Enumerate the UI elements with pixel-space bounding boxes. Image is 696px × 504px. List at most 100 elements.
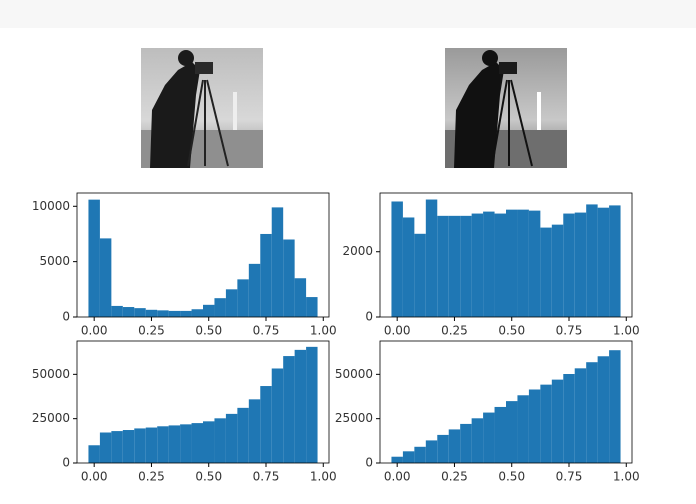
histogram-bar bbox=[123, 430, 134, 463]
histogram-bar bbox=[295, 350, 306, 463]
histogram-bar bbox=[237, 408, 248, 463]
histogram-bar bbox=[449, 429, 460, 463]
histogram-bar bbox=[552, 225, 563, 317]
histogram-bar bbox=[134, 308, 145, 317]
y-tick-label: 0 bbox=[62, 310, 70, 324]
histogram-bar bbox=[540, 385, 551, 463]
x-tick-label: 0.75 bbox=[556, 470, 583, 484]
histogram-bar bbox=[203, 305, 214, 317]
histogram-bar bbox=[157, 426, 168, 463]
histogram-bar bbox=[575, 213, 586, 317]
histogram-bar bbox=[506, 401, 517, 463]
page: 0.00 0.25 0.50 0.75 1.00 0 5000 10000 0.00 0.25 0.… bbox=[0, 0, 696, 504]
histogram-bar bbox=[437, 216, 448, 317]
histogram-bar bbox=[295, 278, 306, 317]
histogram-bar bbox=[100, 433, 111, 464]
histogram-bar bbox=[517, 395, 528, 463]
x-tick-label: 0.75 bbox=[253, 470, 280, 484]
histogram-bar bbox=[437, 435, 448, 463]
x-tick-label: 1.00 bbox=[310, 324, 337, 338]
histogram-bar bbox=[306, 297, 317, 317]
histogram-bar bbox=[180, 311, 191, 317]
histogram-bar bbox=[146, 428, 157, 463]
histogram-bar bbox=[272, 207, 283, 317]
histogram-bar bbox=[575, 368, 586, 463]
top-strip bbox=[0, 0, 696, 28]
histogram-bar bbox=[460, 424, 471, 463]
histogram-bar bbox=[552, 380, 563, 463]
x-tick-label: 0.00 bbox=[81, 470, 108, 484]
y-tick-label: 0 bbox=[62, 456, 70, 470]
histogram-bar bbox=[483, 212, 494, 317]
histogram-bar bbox=[563, 214, 574, 317]
y-tick-label: 25000 bbox=[335, 411, 373, 425]
histogram-bar bbox=[111, 431, 122, 463]
histogram-bar bbox=[529, 389, 540, 463]
histogram-bar bbox=[192, 423, 203, 463]
histogram-bar bbox=[283, 356, 294, 463]
x-tick-label: 0.00 bbox=[81, 324, 108, 338]
histogram-bar bbox=[460, 216, 471, 317]
x-tick-label: 0.50 bbox=[195, 324, 222, 338]
histogram-bar bbox=[506, 210, 517, 317]
x-tick-label: 0.50 bbox=[498, 470, 525, 484]
histogram-bar bbox=[391, 201, 402, 317]
histogram-bar bbox=[609, 205, 620, 317]
histogram-bar bbox=[403, 217, 414, 317]
histogram-bar bbox=[214, 298, 225, 317]
histogram-bar bbox=[237, 279, 248, 317]
histogram-bar bbox=[586, 204, 597, 317]
histogram-bar bbox=[214, 418, 225, 463]
histogram-bar bbox=[169, 311, 180, 317]
x-tick-label: 1.00 bbox=[310, 470, 337, 484]
histogram-bar bbox=[249, 264, 260, 317]
histogram-bar bbox=[426, 200, 437, 317]
histogram-bar bbox=[123, 307, 134, 317]
histogram-bar bbox=[134, 428, 145, 463]
histogram-bar bbox=[414, 447, 425, 463]
y-tick-label: 0 bbox=[365, 456, 373, 470]
histogram-bar bbox=[260, 386, 271, 463]
histogram-bar bbox=[192, 309, 203, 317]
histogram-bar bbox=[426, 440, 437, 463]
histogram-bar bbox=[88, 200, 99, 317]
histogram-bar bbox=[563, 374, 574, 463]
x-tick-label: 0.50 bbox=[498, 324, 525, 338]
histogram-bar bbox=[540, 228, 551, 317]
histogram-bar bbox=[226, 414, 237, 463]
histogram-bar bbox=[180, 424, 191, 463]
x-tick-label: 0.25 bbox=[441, 324, 468, 338]
histogram-bar bbox=[609, 350, 620, 463]
histogram-bar bbox=[146, 310, 157, 317]
histogram-bar bbox=[306, 347, 317, 463]
histogram-bar bbox=[483, 413, 494, 463]
histogram-bar bbox=[495, 214, 506, 317]
histogram-bar bbox=[249, 399, 260, 463]
histogram-bar bbox=[495, 407, 506, 463]
y-tick-label: 50000 bbox=[335, 367, 373, 381]
x-tick-label: 0.75 bbox=[556, 324, 583, 338]
figure: 0.00 0.25 0.50 0.75 1.00 0 5000 10000 0.00 0.25 0.… bbox=[0, 0, 696, 504]
histogram-bar bbox=[260, 234, 271, 317]
y-tick-label: 2000 bbox=[342, 244, 373, 258]
histogram-bar bbox=[111, 306, 122, 317]
histogram-bar bbox=[517, 210, 528, 317]
histogram-bar bbox=[391, 457, 402, 463]
y-tick-label: 10000 bbox=[32, 199, 70, 213]
y-tick-label: 5000 bbox=[39, 254, 70, 268]
histogram-bar bbox=[414, 234, 425, 317]
x-tick-label: 0.75 bbox=[253, 324, 280, 338]
histogram-bar bbox=[100, 238, 111, 317]
histogram-bar bbox=[403, 451, 414, 463]
histogram-bar bbox=[586, 362, 597, 463]
image-equalized bbox=[445, 48, 567, 168]
x-tick-label: 0.50 bbox=[195, 470, 222, 484]
x-tick-label: 1.00 bbox=[613, 470, 640, 484]
x-tick-label: 0.25 bbox=[138, 470, 165, 484]
x-tick-label: 1.00 bbox=[613, 324, 640, 338]
histogram-bar bbox=[472, 214, 483, 317]
y-tick-label: 50000 bbox=[32, 367, 70, 381]
histogram-bar bbox=[272, 368, 283, 463]
x-tick-label: 0.00 bbox=[384, 324, 411, 338]
histogram-bar bbox=[598, 356, 609, 463]
